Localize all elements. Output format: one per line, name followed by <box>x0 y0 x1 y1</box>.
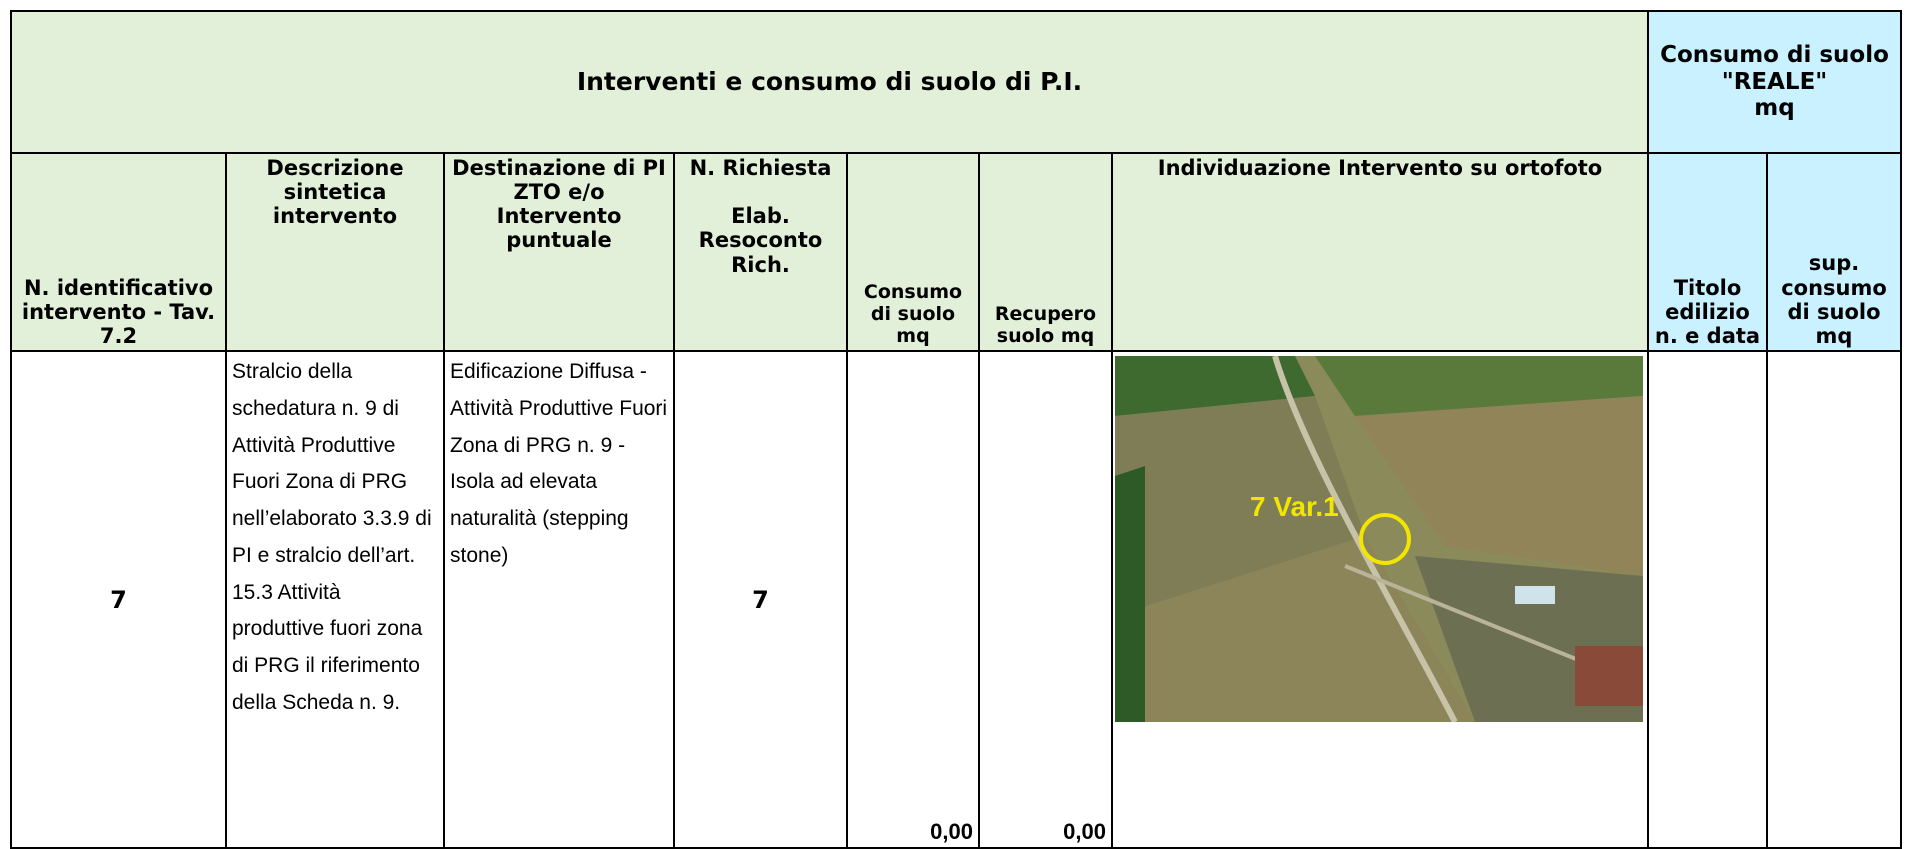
consumption: 0,00 <box>846 350 980 849</box>
recovery: 0,00 <box>978 350 1113 849</box>
side-title: Consumo di suolo "REALE" mq <box>1647 10 1902 154</box>
orthophoto: 7 Var.1 <box>1115 355 1644 724</box>
col-header: Titolo edilizio n. e data <box>1647 152 1768 352</box>
col-header: Descrizione sintetica intervento <box>225 152 445 352</box>
col-header: Recupero suolo mq <box>978 152 1113 352</box>
photo-label: 7 Var.1 <box>1250 491 1339 522</box>
destination: Edificazione Diffusa - Attività Produtti… <box>443 350 675 849</box>
cell <box>1647 350 1768 849</box>
title: Interventi e consumo di suolo di P.I. <box>10 10 1649 154</box>
col-header: N. identificativo intervento - Tav. 7.2 <box>10 152 227 352</box>
col-header: Individuazione Intervento su ortofoto <box>1111 152 1649 352</box>
table: Interventi e consumo di suolo di P.I. Co… <box>10 10 1902 849</box>
col-header: sup. consumo di suolo mq <box>1766 152 1902 352</box>
col-header: Consumo di suolo mq <box>846 152 980 352</box>
cell <box>1766 350 1902 849</box>
id: 7 <box>10 350 227 849</box>
description: Stralcio della schedatura n. 9 di Attivi… <box>225 350 445 849</box>
col-header: N. Richiesta Elab. Resoconto Rich. <box>673 152 848 352</box>
photo-cell: 7 Var.1 <box>1111 350 1649 849</box>
col-header: Destinazione di PI ZTO e/o Intervento pu… <box>443 152 675 352</box>
request: 7 <box>673 350 848 849</box>
